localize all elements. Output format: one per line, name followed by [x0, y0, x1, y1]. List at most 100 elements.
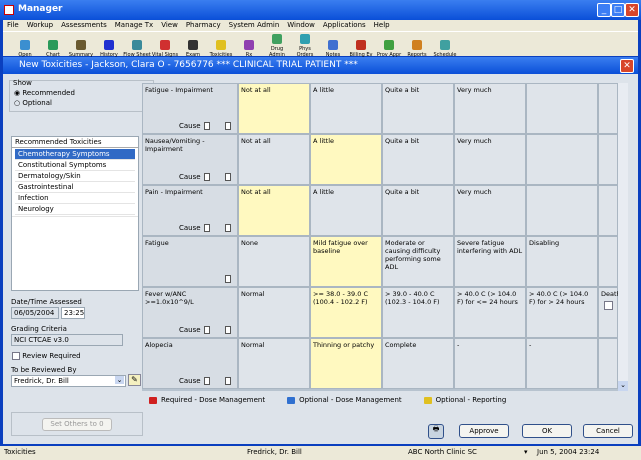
menu-window[interactable]: Window: [287, 21, 315, 29]
reviewer-lookup-icon[interactable]: ✎: [128, 374, 141, 386]
menu-workup[interactable]: Workup: [26, 21, 54, 29]
grade-cell[interactable]: -: [526, 338, 598, 389]
grade-cell[interactable]: Quite a bit: [382, 83, 454, 134]
date-field[interactable]: 06/05/2004: [11, 307, 59, 319]
grade-cell[interactable]: [598, 185, 618, 236]
time-field[interactable]: 23:25: [61, 307, 85, 319]
death-checkbox[interactable]: [603, 301, 613, 310]
grade-cell[interactable]: [598, 134, 618, 185]
toolbar-reports-button[interactable]: Reports: [403, 40, 431, 58]
list-item[interactable]: Gastrointestinal: [15, 182, 135, 193]
grade-cell[interactable]: Severe fatigue interfering with ADL: [454, 236, 526, 287]
list-item[interactable]: Neurology: [15, 204, 135, 215]
note-icon[interactable]: [225, 173, 231, 181]
document-icon[interactable]: [203, 326, 210, 334]
toolbar-rx-button[interactable]: Rx: [235, 40, 263, 58]
menu-file[interactable]: File: [7, 21, 19, 29]
grade-cell[interactable]: [598, 236, 618, 287]
chevron-down-icon[interactable]: ⌄: [115, 376, 124, 384]
menu-manage-tx[interactable]: Manage Tx: [114, 21, 154, 29]
menu-help[interactable]: Help: [373, 21, 390, 29]
toolbar-chart-button[interactable]: Chart: [39, 40, 67, 58]
grade-cell[interactable]: Normal: [238, 287, 310, 338]
radio-recommended[interactable]: ◉ Recommended: [14, 89, 75, 97]
toolbar-schedule-button[interactable]: Schedule: [431, 40, 459, 58]
menu-pharmacy[interactable]: Pharmacy: [185, 21, 221, 29]
list-item[interactable]: Dermatology/Skin: [15, 171, 135, 182]
toolbar-phys-orders-button[interactable]: Phys Orders: [291, 34, 319, 58]
list-item[interactable]: Infection: [15, 193, 135, 204]
grade-cell[interactable]: Not at all: [238, 134, 310, 185]
status-clinic[interactable]: ABC North Clinic SC: [408, 448, 477, 456]
grade-cell[interactable]: > 40.0 C (> 104.0 F) for <= 24 hours: [454, 287, 526, 338]
grade-cell[interactable]: [598, 83, 618, 134]
print-icon[interactable]: 🖶: [428, 424, 444, 439]
toolbar-drug-admin-button[interactable]: Drug Admin: [263, 34, 291, 58]
toolbar-billing-ev-button[interactable]: Billing Ev: [347, 40, 375, 58]
note-icon[interactable]: [225, 122, 231, 130]
list-item[interactable]: Constitutional Symptoms: [15, 160, 135, 171]
set-others-button[interactable]: Set Others to 0: [42, 418, 112, 431]
list-item[interactable]: Chemotherapy Symptoms: [15, 149, 135, 160]
grade-cell[interactable]: A little: [310, 83, 382, 134]
grade-cell[interactable]: Very much: [454, 83, 526, 134]
grade-cell[interactable]: -: [454, 338, 526, 389]
grade-cell[interactable]: Disabling: [526, 236, 598, 287]
grade-cell[interactable]: Very much: [454, 134, 526, 185]
toolbar-toxicities-button[interactable]: Toxicities: [207, 40, 235, 58]
document-icon[interactable]: [203, 377, 210, 385]
grade-cell[interactable]: [526, 83, 598, 134]
grade-cell[interactable]: Normal: [238, 338, 310, 389]
grade-cell[interactable]: > 39.0 - 40.0 C (102.3 - 104.0 F): [382, 287, 454, 338]
menu-assessments[interactable]: Assessments: [61, 21, 107, 29]
cause-button[interactable]: Cause: [179, 224, 210, 232]
grade-cell[interactable]: [526, 185, 598, 236]
grade-cell[interactable]: Thinning or patchy: [310, 338, 382, 389]
ok-button[interactable]: OK: [522, 424, 572, 438]
grade-cell[interactable]: [598, 338, 618, 389]
minimize-button[interactable]: _: [597, 3, 611, 17]
toxicity-list[interactable]: Recommended Toxicities Chemotherapy Symp…: [11, 136, 139, 291]
cause-button[interactable]: Cause: [179, 173, 210, 181]
note-icon[interactable]: [225, 377, 231, 385]
toolbar-history-button[interactable]: History: [95, 40, 123, 58]
toolbar-flow-sheet-button[interactable]: Flow Sheet: [123, 40, 151, 58]
review-required-checkbox[interactable]: Review Required: [12, 352, 81, 360]
radio-optional[interactable]: ○ Optional: [14, 99, 52, 107]
grade-cell[interactable]: >= 38.0 - 39.0 C (100.4 - 102.2 F): [310, 287, 382, 338]
grade-cell[interactable]: Very much: [454, 185, 526, 236]
clinic-dropdown-icon[interactable]: ▾: [524, 448, 528, 456]
menu-view[interactable]: View: [161, 21, 178, 29]
cancel-button[interactable]: Cancel: [583, 424, 633, 438]
grade-cell[interactable]: Complete: [382, 338, 454, 389]
toolbar-exam-button[interactable]: Exam: [179, 40, 207, 58]
grade-cell[interactable]: Mild fatigue over baseline: [310, 236, 382, 287]
toolbar-notes-button[interactable]: Notes: [319, 40, 347, 58]
close-button[interactable]: ✕: [625, 3, 639, 17]
toolbar-open-button[interactable]: Open: [11, 40, 39, 58]
document-icon[interactable]: [203, 224, 210, 232]
grid-scrollbar[interactable]: ⌄: [618, 83, 628, 391]
document-icon[interactable]: [203, 122, 210, 130]
maximize-button[interactable]: □: [611, 3, 625, 17]
note-icon[interactable]: [225, 326, 231, 334]
cause-button[interactable]: Cause: [179, 377, 210, 385]
note-icon[interactable]: [225, 224, 231, 232]
approve-button[interactable]: Approve: [459, 424, 509, 438]
grade-cell[interactable]: Moderate or causing difficulty performin…: [382, 236, 454, 287]
menu-system-admin[interactable]: System Admin: [228, 21, 280, 29]
menu-applications[interactable]: Applications: [322, 21, 366, 29]
grade-cell[interactable]: None: [238, 236, 310, 287]
reviewer-select[interactable]: Fredrick, Dr. Bill ⌄: [11, 375, 126, 387]
grade-cell[interactable]: A little: [310, 134, 382, 185]
scroll-down-icon[interactable]: ⌄: [618, 381, 628, 391]
grade-cell[interactable]: Not at all: [238, 185, 310, 236]
document-icon[interactable]: [203, 173, 210, 181]
grade-cell[interactable]: Quite a bit: [382, 185, 454, 236]
dialog-close-button[interactable]: ✕: [620, 59, 634, 73]
grade-cell[interactable]: Not at all: [238, 83, 310, 134]
grade-cell[interactable]: Quite a bit: [382, 134, 454, 185]
note-icon[interactable]: [225, 275, 231, 283]
grade-cell[interactable]: [526, 134, 598, 185]
grade-cell[interactable]: A little: [310, 185, 382, 236]
